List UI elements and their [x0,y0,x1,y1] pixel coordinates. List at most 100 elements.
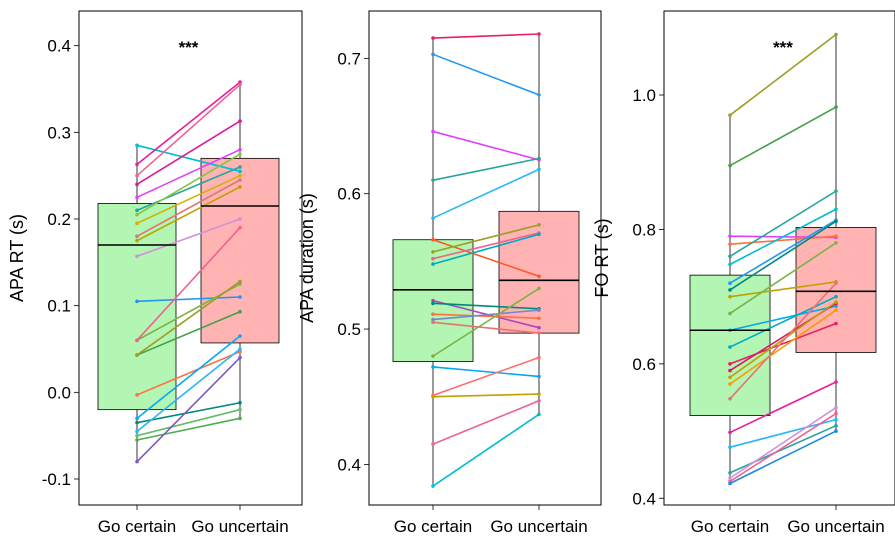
data-point [238,334,242,338]
box-go-certain [97,202,177,411]
data-point [431,262,435,266]
subject-line [136,166,241,212]
subject-line [432,313,540,320]
data-point [728,445,732,449]
data-point [728,476,732,480]
data-point [135,212,139,217]
subject-line [136,417,241,441]
data-point [431,484,435,488]
data-point [135,459,139,464]
subject-line [432,130,540,161]
data-point [834,380,838,384]
data-point [728,430,732,435]
y-tick-label: 0.0 [47,383,71,402]
subject-line [729,33,837,116]
data-point [537,308,541,312]
data-point [431,298,435,303]
y-tick-label: 1.0 [632,86,656,105]
data-point [834,105,838,109]
data-point [834,405,838,410]
data-point [834,294,838,299]
data-point [238,295,242,299]
data-point [537,331,541,335]
data-point [431,317,435,322]
data-point [834,207,838,212]
y-tick-label: -0.1 [42,470,71,489]
data-point [431,250,435,254]
data-point [135,353,139,357]
subject-line [432,321,540,334]
subject-line [432,224,540,253]
subject-line [136,408,241,437]
data-point [728,163,732,168]
subject-line [729,106,837,167]
subject-line [136,350,241,396]
data-point [238,400,242,405]
subject-line [432,33,540,39]
data-point [537,32,541,36]
subject-line [729,406,837,479]
data-point [537,316,541,321]
data-point [135,393,139,397]
subject-line [136,335,241,419]
subject-line [136,174,241,225]
data-point [238,147,242,152]
subject-line [432,393,540,398]
data-point [135,433,139,438]
y-axis-label: FO RT (s) [592,218,612,297]
data-point [238,173,242,178]
subject-line [432,168,540,219]
data-point [834,304,838,308]
significance-marker: *** [773,38,793,57]
data-point [537,156,541,161]
data-point [834,32,838,37]
subject-line [136,218,241,258]
box-go-uncertain [498,210,580,334]
box-go-uncertain [795,227,877,353]
subject-line [136,227,241,341]
subject-line [136,81,241,166]
x-tick-label: Go certain [691,517,769,536]
data-point [537,167,541,172]
subject-line [729,281,837,298]
subject-line [729,295,837,348]
data-point [728,368,732,373]
data-point [238,416,242,421]
subject-line [729,219,837,284]
data-point [135,162,139,167]
subject-line [136,153,241,216]
data-point [537,412,541,417]
data-point [135,254,139,259]
subject-line [432,302,540,310]
data-point [135,221,139,226]
subject-line [432,238,540,278]
data-point [135,208,139,213]
y-axis-label: APA RT (s) [7,214,27,302]
subject-line [432,233,540,265]
data-point [238,282,242,286]
subject-line [136,84,241,177]
data-point [135,438,139,442]
data-point [135,429,139,434]
data-point [834,308,838,312]
y-axis-label: APA duration (s) [297,193,317,323]
chart-panel-3: 0.4 0.6 0.8 1.0 Go certain Go uncertain FO RT … [592,10,895,536]
data-point [135,338,139,343]
data-point [431,129,435,134]
subject-line [729,305,837,332]
data-point [834,411,838,416]
data-point [537,274,541,279]
data-point [135,299,139,304]
y-tick-label: 0.6 [337,185,361,204]
data-point [238,185,242,189]
data-point [238,279,242,284]
subject-line [729,220,837,291]
subject-line [729,309,837,385]
x-tick-label: Go uncertain [787,517,884,536]
data-point [834,234,838,238]
data-point [238,178,242,182]
subject-line [729,381,837,434]
subject-line [432,413,540,487]
subject-line [729,301,837,378]
